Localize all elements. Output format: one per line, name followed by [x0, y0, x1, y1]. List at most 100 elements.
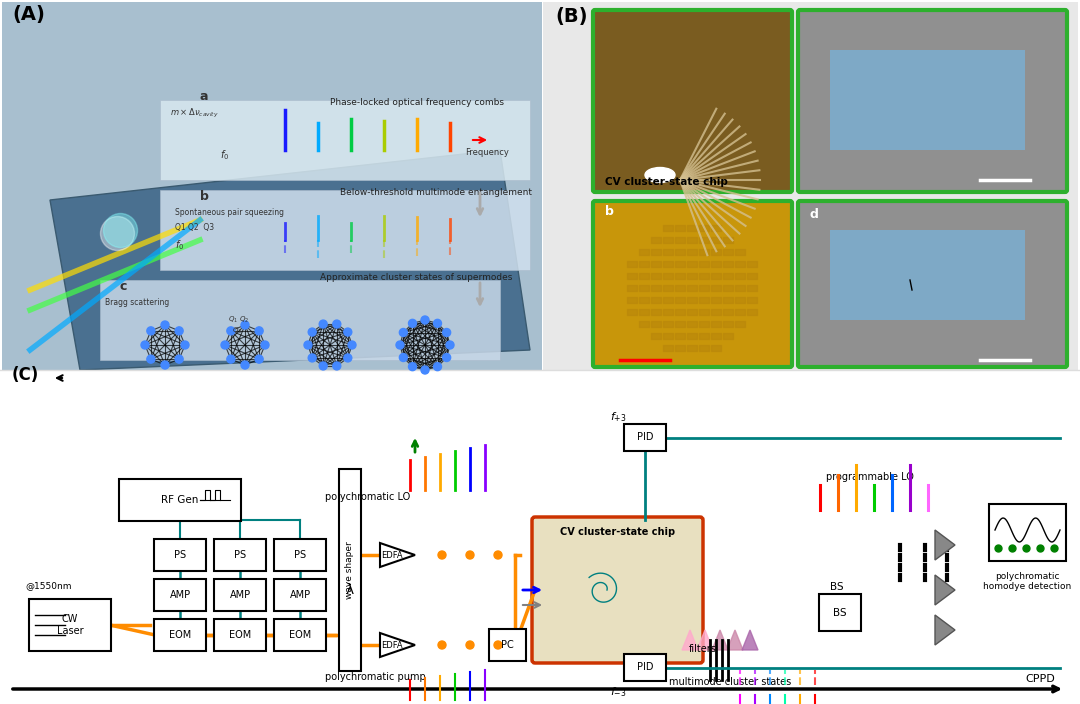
Circle shape	[141, 341, 149, 349]
Bar	[723, 297, 733, 303]
Circle shape	[408, 320, 417, 327]
Polygon shape	[935, 615, 955, 645]
Bar	[651, 237, 661, 243]
Text: Approximate cluster states of supermodes: Approximate cluster states of supermodes	[320, 273, 512, 282]
Bar	[747, 285, 757, 291]
Text: $Q_1$ $Q_2$: $Q_1$ $Q_2$	[228, 315, 249, 325]
Bar	[735, 309, 745, 315]
Text: Q1 Q2  Q3: Q1 Q2 Q3	[175, 223, 214, 232]
Bar	[687, 333, 697, 339]
Circle shape	[333, 320, 341, 328]
Point	[1017, 542, 1035, 553]
Text: PID: PID	[637, 432, 653, 443]
FancyBboxPatch shape	[214, 579, 266, 611]
Bar	[687, 273, 697, 279]
Text: a: a	[200, 90, 208, 103]
Bar	[639, 321, 649, 327]
Text: CPPD: CPPD	[1025, 674, 1055, 684]
FancyBboxPatch shape	[214, 619, 266, 651]
Text: RF Gen: RF Gen	[161, 495, 199, 505]
Text: AMP: AMP	[289, 590, 311, 600]
Polygon shape	[681, 630, 698, 650]
Circle shape	[221, 341, 229, 349]
Circle shape	[348, 341, 356, 349]
Circle shape	[303, 341, 312, 349]
Bar	[651, 273, 661, 279]
Bar	[675, 345, 685, 351]
Text: (C): (C)	[12, 366, 39, 384]
FancyBboxPatch shape	[532, 517, 703, 663]
Point	[1045, 542, 1063, 553]
Bar	[735, 261, 745, 267]
Text: @1550nm: @1550nm	[25, 581, 71, 590]
FancyBboxPatch shape	[154, 539, 206, 571]
Circle shape	[465, 641, 474, 649]
Text: programmable LO: programmable LO	[826, 472, 914, 482]
FancyBboxPatch shape	[0, 370, 1080, 704]
Bar	[663, 309, 673, 315]
Circle shape	[465, 551, 474, 559]
Circle shape	[333, 362, 341, 370]
Bar	[723, 237, 733, 243]
Bar	[747, 297, 757, 303]
Text: EOM: EOM	[229, 630, 252, 640]
Bar	[651, 285, 661, 291]
Text: Spontaneous pair squeezing: Spontaneous pair squeezing	[175, 208, 284, 217]
Bar	[735, 273, 745, 279]
Bar	[687, 225, 697, 231]
Circle shape	[308, 354, 316, 362]
Bar	[699, 297, 708, 303]
Bar	[687, 249, 697, 255]
Bar	[639, 273, 649, 279]
Circle shape	[241, 321, 249, 329]
Text: filters: filters	[689, 644, 717, 654]
Text: AMP: AMP	[229, 590, 251, 600]
Bar	[651, 261, 661, 267]
Bar	[639, 309, 649, 315]
Bar	[675, 249, 685, 255]
Circle shape	[181, 341, 189, 349]
Bar	[663, 249, 673, 255]
Bar	[687, 321, 697, 327]
FancyBboxPatch shape	[214, 539, 266, 571]
Point	[108, 227, 125, 239]
Bar	[627, 309, 637, 315]
Circle shape	[443, 353, 450, 361]
Text: wave shaper: wave shaper	[346, 541, 354, 599]
Polygon shape	[697, 630, 713, 650]
Text: EOM: EOM	[288, 630, 311, 640]
Circle shape	[438, 551, 446, 559]
Text: $m \times \Delta\nu_{cavity}$: $m \times \Delta\nu_{cavity}$	[170, 106, 218, 120]
FancyBboxPatch shape	[831, 230, 1025, 320]
Circle shape	[494, 641, 502, 649]
FancyBboxPatch shape	[593, 201, 792, 367]
Point	[111, 225, 129, 236]
Bar	[639, 249, 649, 255]
FancyBboxPatch shape	[100, 280, 500, 360]
Circle shape	[400, 353, 407, 361]
Bar	[687, 285, 697, 291]
Bar	[711, 285, 721, 291]
Bar	[711, 309, 721, 315]
Text: PID: PID	[637, 662, 653, 672]
Bar	[675, 285, 685, 291]
FancyBboxPatch shape	[160, 100, 530, 180]
Bar	[663, 333, 673, 339]
Bar	[675, 237, 685, 243]
Circle shape	[343, 328, 352, 336]
Text: $f_{-3}$: $f_{-3}$	[610, 685, 626, 699]
Text: (A): (A)	[12, 5, 45, 24]
Text: CW
Laser: CW Laser	[56, 614, 83, 636]
Bar	[663, 285, 673, 291]
Circle shape	[161, 361, 168, 369]
Bar	[687, 261, 697, 267]
Circle shape	[255, 355, 264, 363]
Bar	[663, 345, 673, 351]
Text: EDFA: EDFA	[381, 551, 403, 560]
Text: $Q_3$: $Q_3$	[232, 326, 242, 337]
Text: Phase-locked optical frequency combs: Phase-locked optical frequency combs	[330, 98, 504, 107]
FancyBboxPatch shape	[819, 594, 861, 631]
Circle shape	[408, 363, 417, 370]
Point	[989, 542, 1007, 553]
Text: PC: PC	[501, 640, 514, 650]
